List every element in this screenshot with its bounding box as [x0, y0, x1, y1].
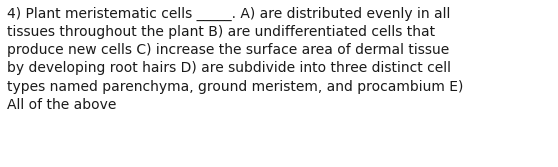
Text: 4) Plant meristematic cells _____. A) are distributed evenly in all
tissues thro: 4) Plant meristematic cells _____. A) ar…	[7, 7, 463, 112]
